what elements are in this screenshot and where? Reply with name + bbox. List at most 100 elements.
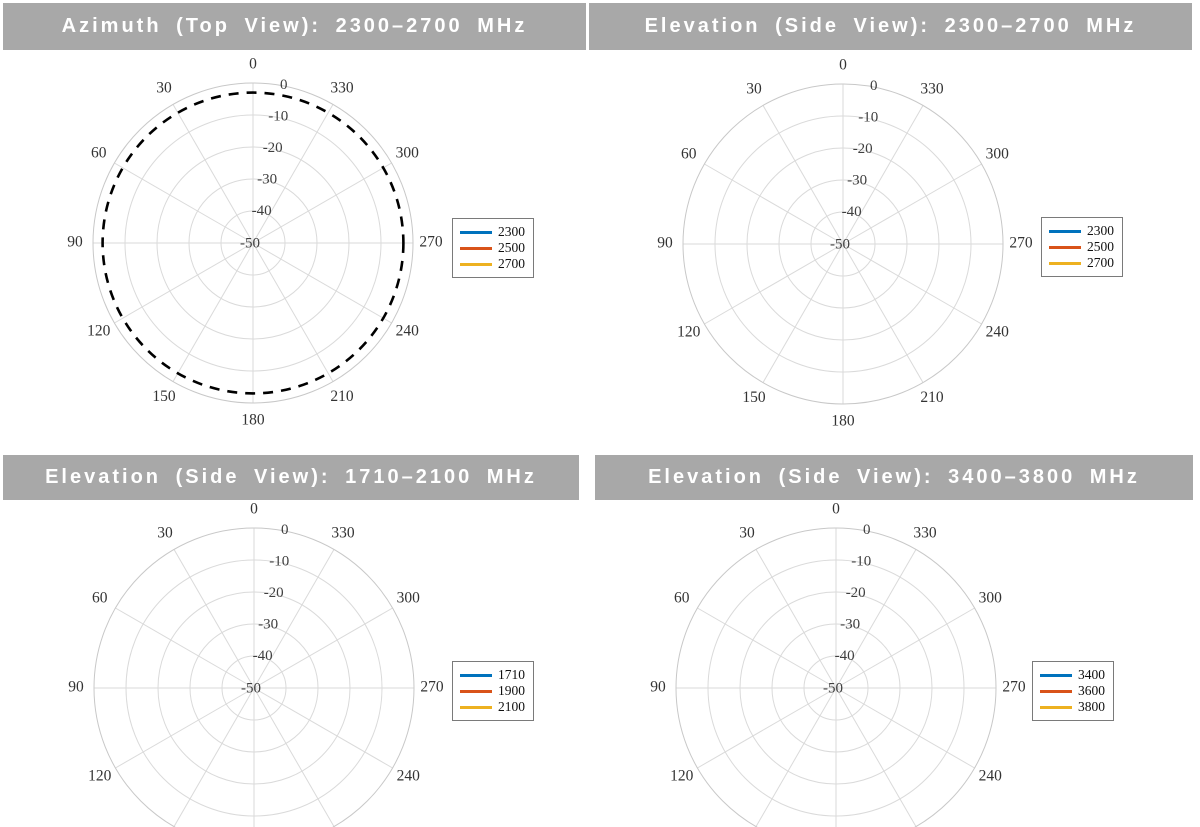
legend-item-1900: 1900	[460, 683, 525, 699]
angle-label-330: 330	[331, 524, 355, 541]
angle-label-120: 120	[87, 323, 111, 340]
legend-label-3400: 3400	[1078, 667, 1105, 682]
grid-ring-0	[92, 82, 414, 404]
grid-ring--20	[746, 147, 940, 341]
grid-spoke-330	[835, 549, 917, 689]
grid-ring--10	[714, 115, 972, 373]
polar-plot-azimuth-2300-2700: 0 30 60 90 120 150 180 210 240 270 300 330 0 -10 -20 -3…	[0, 50, 443, 429]
radial-label--30: -30	[847, 172, 867, 188]
grid-spoke-330	[252, 104, 334, 244]
angle-label-90: 90	[68, 679, 84, 696]
radial-label--40: -40	[252, 203, 272, 219]
grid-ring--40	[810, 211, 876, 277]
grid-ring--10	[707, 559, 965, 817]
legend-elevation-2300-2700: 2300 2500 2700	[1041, 217, 1123, 277]
grid-ring--30	[188, 178, 318, 308]
radial-label--50: -50	[240, 235, 260, 251]
legend-item-3400: 3400	[1040, 667, 1105, 683]
legend-label-2500: 2500	[1087, 239, 1114, 254]
angle-label-210: 210	[920, 389, 944, 406]
panel-title-azimuth-2300-2700: Azimuth (Top View): 2300–2700 MHz	[3, 3, 586, 50]
grid-ring-0	[93, 527, 415, 827]
radial-label--30: -30	[258, 616, 278, 632]
angle-tick-labels: 0 30 60 90 120 150 180 210 240 270 300 330	[67, 56, 443, 429]
radial-label--30: -30	[257, 171, 277, 187]
grid-spoke-300	[842, 163, 982, 245]
radial-label-0: 0	[281, 522, 289, 538]
grid-spoke-300	[253, 607, 393, 689]
radial-label--40: -40	[835, 648, 855, 664]
angle-label-300: 300	[979, 590, 1003, 607]
angle-label-120: 120	[677, 324, 701, 341]
angle-label-300: 300	[396, 145, 420, 162]
grid-spoke-240	[842, 243, 982, 325]
grid-spoke-30	[755, 549, 837, 689]
radial-label-0: 0	[870, 78, 878, 94]
angle-label-150: 150	[742, 389, 766, 406]
radial-label--20: -20	[264, 585, 284, 601]
angle-label-180: 180	[831, 413, 855, 430]
grid-ring--30	[771, 623, 901, 753]
polar-plot-elevation-2300-2700: 0 30 60 90 120 150 180 210 240 270 300 330 0 -10 -20 -3…	[600, 50, 1033, 430]
angle-label-270: 270	[419, 234, 443, 251]
angle-label-60: 60	[92, 590, 108, 607]
legend-item-2300: 2300	[460, 224, 525, 240]
grid-spoke-150	[762, 243, 844, 383]
legend-item-3800: 3800	[1040, 699, 1105, 715]
angle-label-90: 90	[67, 234, 83, 251]
grid-ring--20	[157, 591, 351, 785]
radial-label-0: 0	[280, 77, 288, 93]
radial-tick-labels: 0 -10 -20 -30 -40 -50	[240, 77, 288, 252]
angle-label-30: 30	[739, 524, 755, 541]
grid-spoke-300	[835, 607, 975, 689]
angle-label-180: 180	[241, 412, 265, 429]
legend-item-2500: 2500	[1049, 239, 1114, 255]
angle-label-120: 120	[670, 768, 694, 785]
grid-spoke-30	[173, 549, 255, 689]
angle-label-210: 210	[330, 388, 354, 405]
angle-label-30: 30	[156, 79, 172, 96]
radial-label--50: -50	[830, 236, 850, 252]
angle-label-270: 270	[420, 679, 444, 696]
grid-spoke-210	[252, 242, 334, 382]
angle-label-90: 90	[650, 679, 666, 696]
legend-swatch-2700	[460, 262, 492, 266]
grid-spoke-330	[842, 105, 924, 245]
grid-spoke-120	[704, 243, 844, 325]
radial-label--50: -50	[823, 680, 843, 696]
legend-swatch-2100	[460, 705, 492, 709]
grid-spoke-240	[253, 687, 393, 769]
radial-label--20: -20	[263, 140, 283, 156]
angle-label-300: 300	[986, 146, 1010, 163]
legend-label-2100: 2100	[498, 699, 525, 714]
grid-ring-0	[682, 83, 1004, 405]
legend-swatch-3600	[1040, 689, 1072, 693]
legend-item-1710: 1710	[460, 667, 525, 683]
grid-ring--40	[803, 655, 869, 721]
legend-label-2300: 2300	[1087, 223, 1114, 238]
angle-label-0: 0	[250, 501, 258, 518]
grid-spoke-30	[172, 104, 254, 244]
legend-label-3800: 3800	[1078, 699, 1105, 714]
legend-item-2300: 2300	[1049, 223, 1114, 239]
grid-spoke-120	[114, 242, 254, 324]
legend-azimuth-2300-2700: 2300 2500 2700	[452, 218, 534, 278]
polar-grid	[675, 527, 997, 827]
legend-swatch-3800	[1040, 705, 1072, 709]
radial-label--10: -10	[268, 108, 288, 124]
angle-label-330: 330	[920, 80, 944, 97]
polar-plot-elevation-3400-3800: 03060901201501802102402703003300-10-20-3…	[600, 500, 1026, 827]
grid-spoke-210	[842, 243, 924, 383]
legend-item-2700: 2700	[460, 256, 525, 272]
grid-ring--20	[739, 591, 933, 785]
angle-label-240: 240	[397, 768, 421, 785]
radial-label--10: -10	[269, 553, 289, 569]
legend-item-3600: 3600	[1040, 683, 1105, 699]
angle-label-60: 60	[91, 145, 107, 162]
angle-label-270: 270	[1002, 679, 1026, 696]
grid-ring--40	[221, 655, 287, 721]
grid-spoke-150	[173, 687, 255, 827]
grid-spoke-150	[755, 687, 837, 827]
legend-swatch-3400	[1040, 673, 1072, 677]
